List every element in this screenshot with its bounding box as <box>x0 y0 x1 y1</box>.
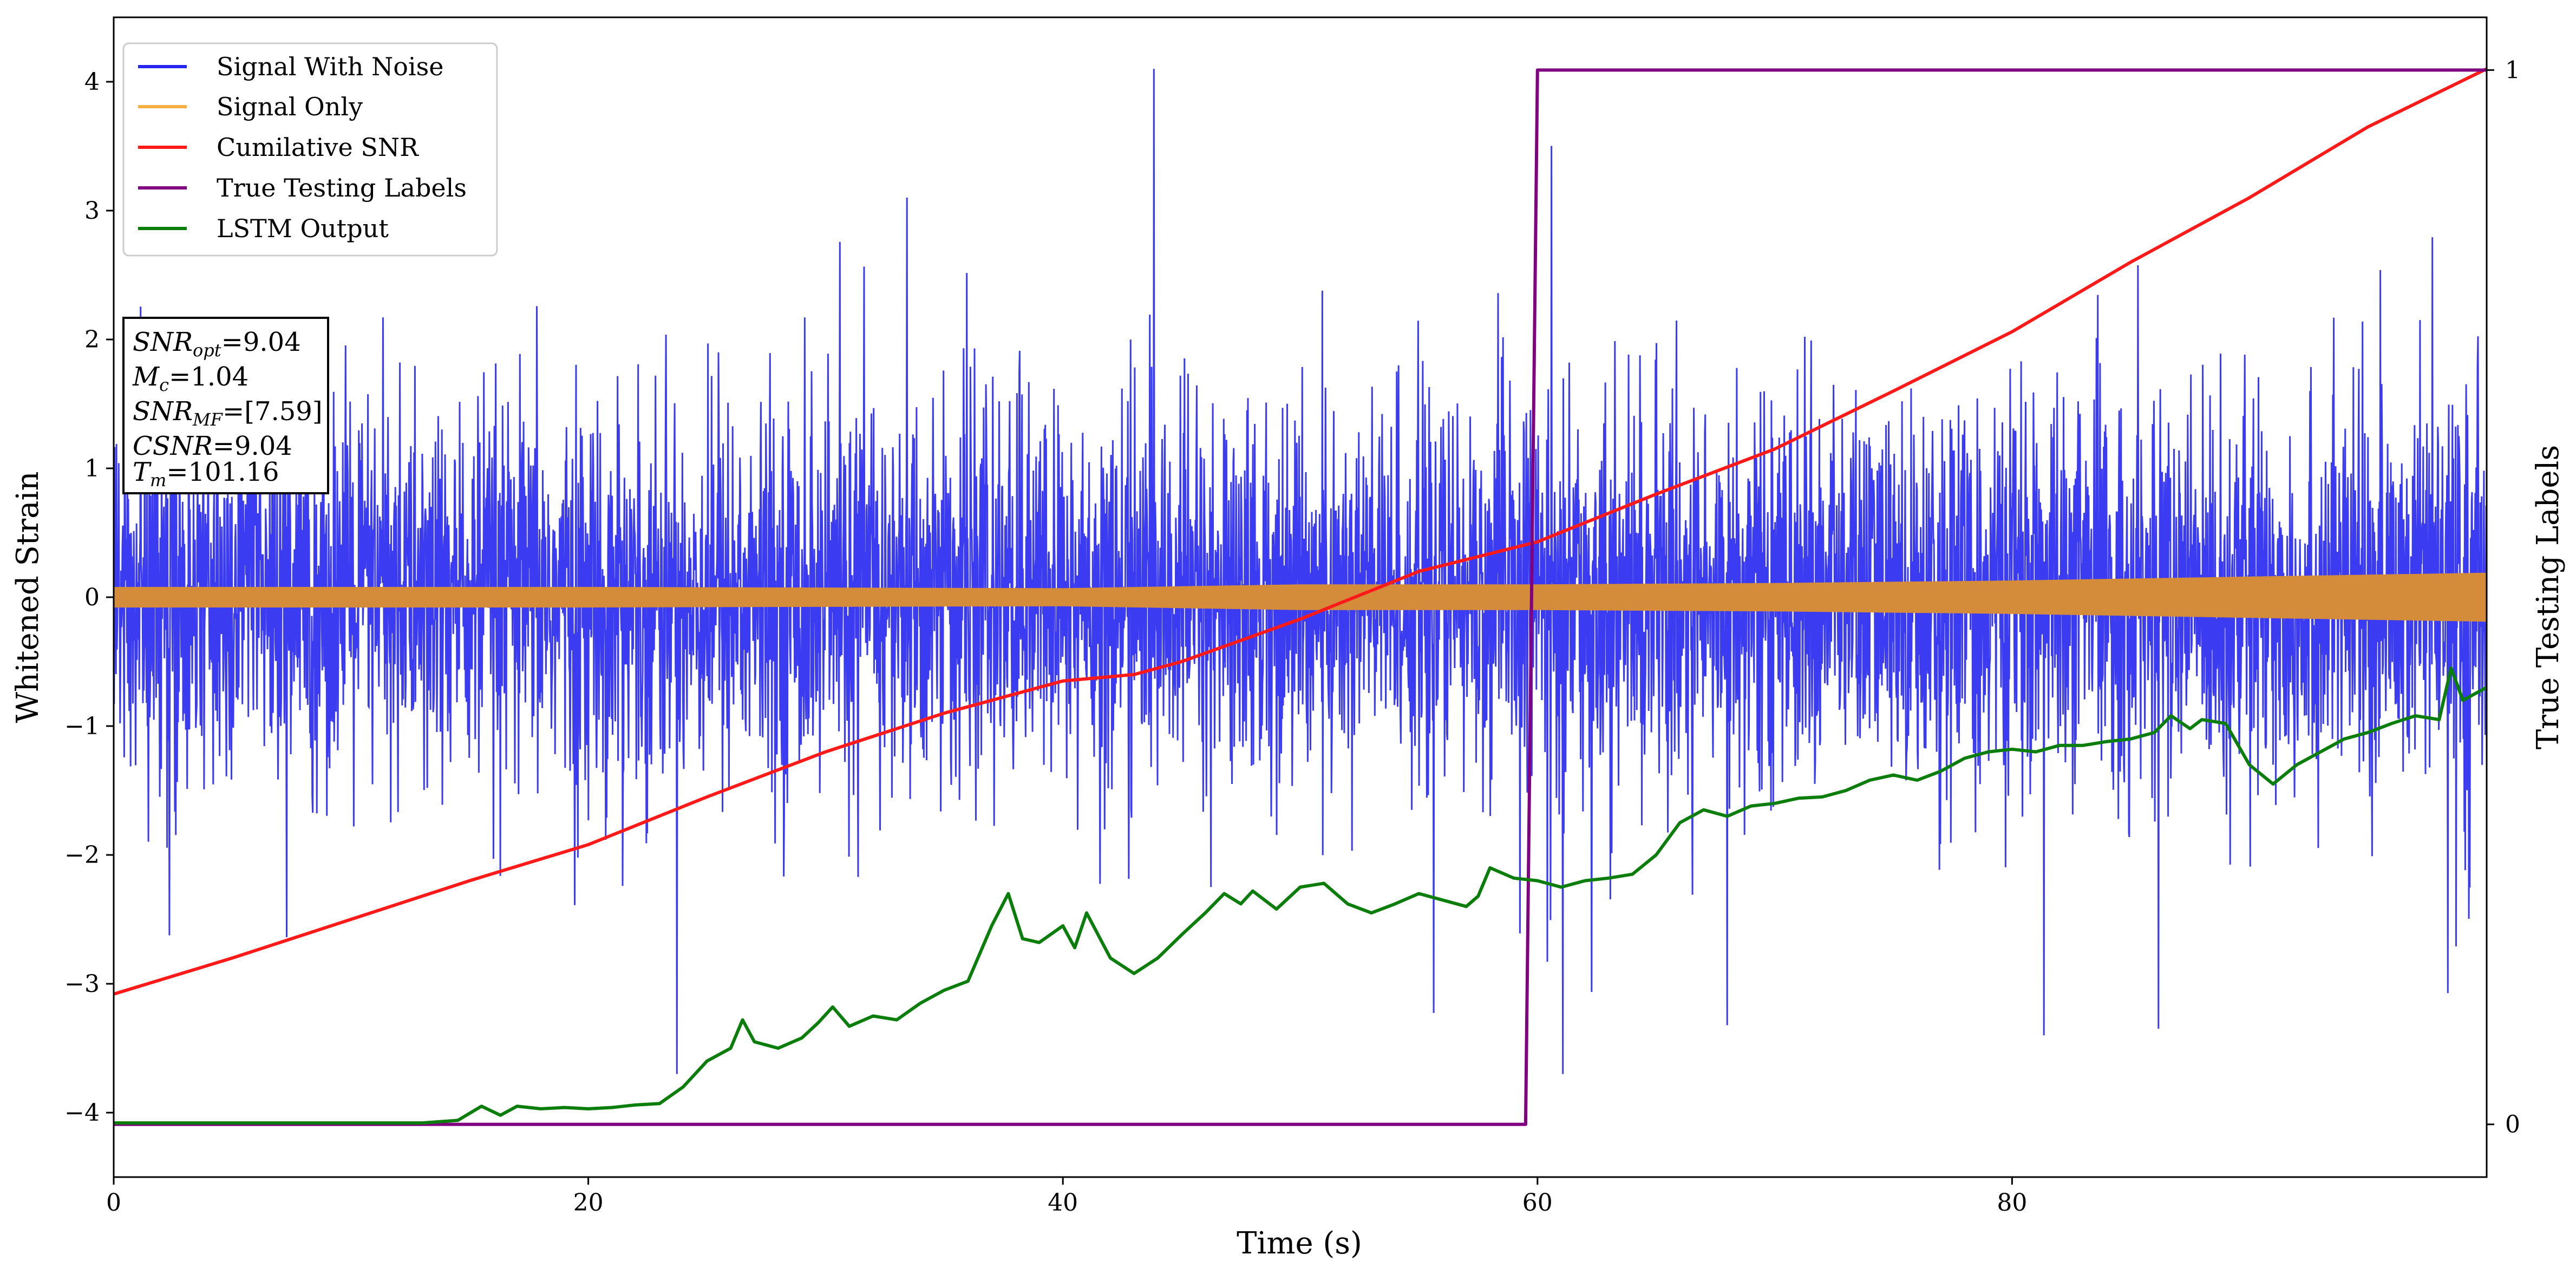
point-lstm-output <box>457 1120 458 1121</box>
x-tick-label: 80 <box>1997 1189 2027 1217</box>
point-lstm-output <box>777 1048 779 1049</box>
legend-label-true-testing-labels: True Testing Labels <box>217 173 467 202</box>
x-tick-label: 60 <box>1522 1189 1553 1217</box>
x-tick-label: 20 <box>573 1189 604 1217</box>
y-axis-title: Whitened Strain <box>10 471 45 723</box>
info-mc-label: M <box>132 362 160 392</box>
y-tick-label: −3 <box>64 970 100 998</box>
point-cumilative-snr <box>469 880 470 881</box>
point-cumilative-snr <box>1418 571 1420 572</box>
y-right-tick-label: 1 <box>2505 56 2520 84</box>
point-lstm-output <box>967 981 969 982</box>
point-lstm-output <box>1703 809 1704 811</box>
point-lstm-output <box>1917 780 1918 781</box>
legend-label-signal-only: Signal Only <box>217 92 363 121</box>
legend: Signal With Noise Signal Only Cumilative… <box>122 42 498 257</box>
y-axis-title-right: True Testing Labels <box>2531 445 2566 749</box>
legend-label-lstm-output: LSTM Output <box>217 214 389 243</box>
point-lstm-output <box>1477 896 1479 897</box>
point-lstm-output <box>730 1048 731 1049</box>
info-snr-opt: SNRopt=9.04 <box>133 327 301 361</box>
point-lstm-output <box>991 925 992 926</box>
point-lstm-output <box>540 1108 541 1109</box>
point-cumilative-snr <box>944 713 945 714</box>
band-signal-only <box>114 572 2487 622</box>
series-signal-only <box>114 572 2487 622</box>
legend-entry-signal-only: Signal Only <box>138 92 363 121</box>
info-mc: Mc=1.04 <box>132 362 249 395</box>
y-tick-label: −1 <box>64 713 100 740</box>
point-lstm-output <box>659 1103 660 1104</box>
point-lstm-output <box>1022 938 1023 939</box>
legend-label-signal-with-noise: Signal With Noise <box>217 52 443 81</box>
point-cumilative-snr <box>2130 262 2131 263</box>
y-tick-label: −4 <box>64 1099 100 1127</box>
x-tick-label: 40 <box>1048 1189 1078 1217</box>
x-axis-title: Time (s) <box>1237 1226 1362 1261</box>
info-mc-value: =1.04 <box>169 362 249 392</box>
info-mc-sub: c <box>159 375 169 395</box>
x-tick-label: 0 <box>106 1189 121 1217</box>
line-cumilative-snr <box>114 67 2487 996</box>
info-csnr-value: =9.04 <box>213 431 292 461</box>
info-box-frame <box>122 317 329 494</box>
point-lstm-output <box>2154 732 2155 733</box>
point-lstm-output <box>1418 893 1420 894</box>
legend-entry-signal-with-noise: Signal With Noise <box>138 52 443 81</box>
point-lstm-output <box>1869 780 1870 781</box>
point-lstm-output <box>1964 758 1965 759</box>
y-tick-label: −2 <box>64 841 100 869</box>
line-true-testing-labels <box>114 68 2487 1126</box>
point-lstm-output <box>818 1022 819 1023</box>
series-lstm-output <box>114 666 2487 1125</box>
point-lstm-output <box>2391 723 2392 724</box>
info-tm-label: T <box>133 457 152 487</box>
legend-entry-lstm-output: LSTM Output <box>138 214 389 243</box>
info-snr-opt-label: SNR <box>133 327 193 357</box>
point-lstm-output <box>1679 822 1681 823</box>
y-tick-label: 1 <box>84 455 100 482</box>
point-lstm-output <box>588 1108 589 1109</box>
y-tick-label: 3 <box>84 197 100 225</box>
legend-entry-true-testing-labels: True Testing Labels <box>138 173 467 202</box>
info-snr-opt-sub: opt <box>193 340 221 361</box>
point-true-testing-labels <box>1525 1124 1526 1125</box>
y-tick-label: 0 <box>84 584 100 611</box>
point-lstm-output <box>1537 880 1538 881</box>
point-lstm-output <box>1008 893 1009 894</box>
info-snr-opt-value: =9.04 <box>221 327 301 357</box>
point-cumilative-snr <box>1537 541 1538 543</box>
point-lstm-output <box>1798 798 1799 799</box>
legend-box <box>122 42 498 257</box>
info-tm-value: =101.16 <box>166 457 279 487</box>
info-tm: Tm=101.16 <box>133 457 279 491</box>
point-lstm-output <box>516 1106 518 1107</box>
info-tm-sub: m <box>150 470 166 491</box>
point-lstm-output <box>1276 909 1277 910</box>
info-snr-mf: SNRMF=[7.59] <box>133 396 323 430</box>
point-lstm-output <box>1466 906 1467 907</box>
y-right-tick-label: 0 <box>2505 1111 2520 1139</box>
info-snr-mf-sub: MF <box>192 409 224 430</box>
point-lstm-output <box>2189 728 2191 729</box>
point-lstm-output <box>564 1107 565 1108</box>
plot-series-layer <box>114 67 2487 1126</box>
info-box: SNRopt=9.04 Mc=1.04 SNRMF=[7.59] CSNR=9.… <box>122 317 329 494</box>
info-snr-mf-value: =[7.59] <box>223 396 323 427</box>
legend-entry-cumilative-snr: Cumilative SNR <box>138 133 419 162</box>
point-lstm-output <box>1940 770 1941 772</box>
point-lstm-output <box>481 1106 482 1107</box>
info-snr-mf-label: SNR <box>133 396 193 427</box>
point-lstm-output <box>1224 893 1225 894</box>
info-csnr-label: CSNR <box>133 431 213 461</box>
y-tick-label: 2 <box>84 326 100 354</box>
info-csnr: CSNR=9.04 <box>133 431 292 461</box>
legend-label-cumilative-snr: Cumilative SNR <box>217 133 419 162</box>
series-cumilative-snr <box>114 67 2487 996</box>
y-tick-label: 4 <box>84 68 100 96</box>
point-lstm-output <box>2225 723 2226 724</box>
